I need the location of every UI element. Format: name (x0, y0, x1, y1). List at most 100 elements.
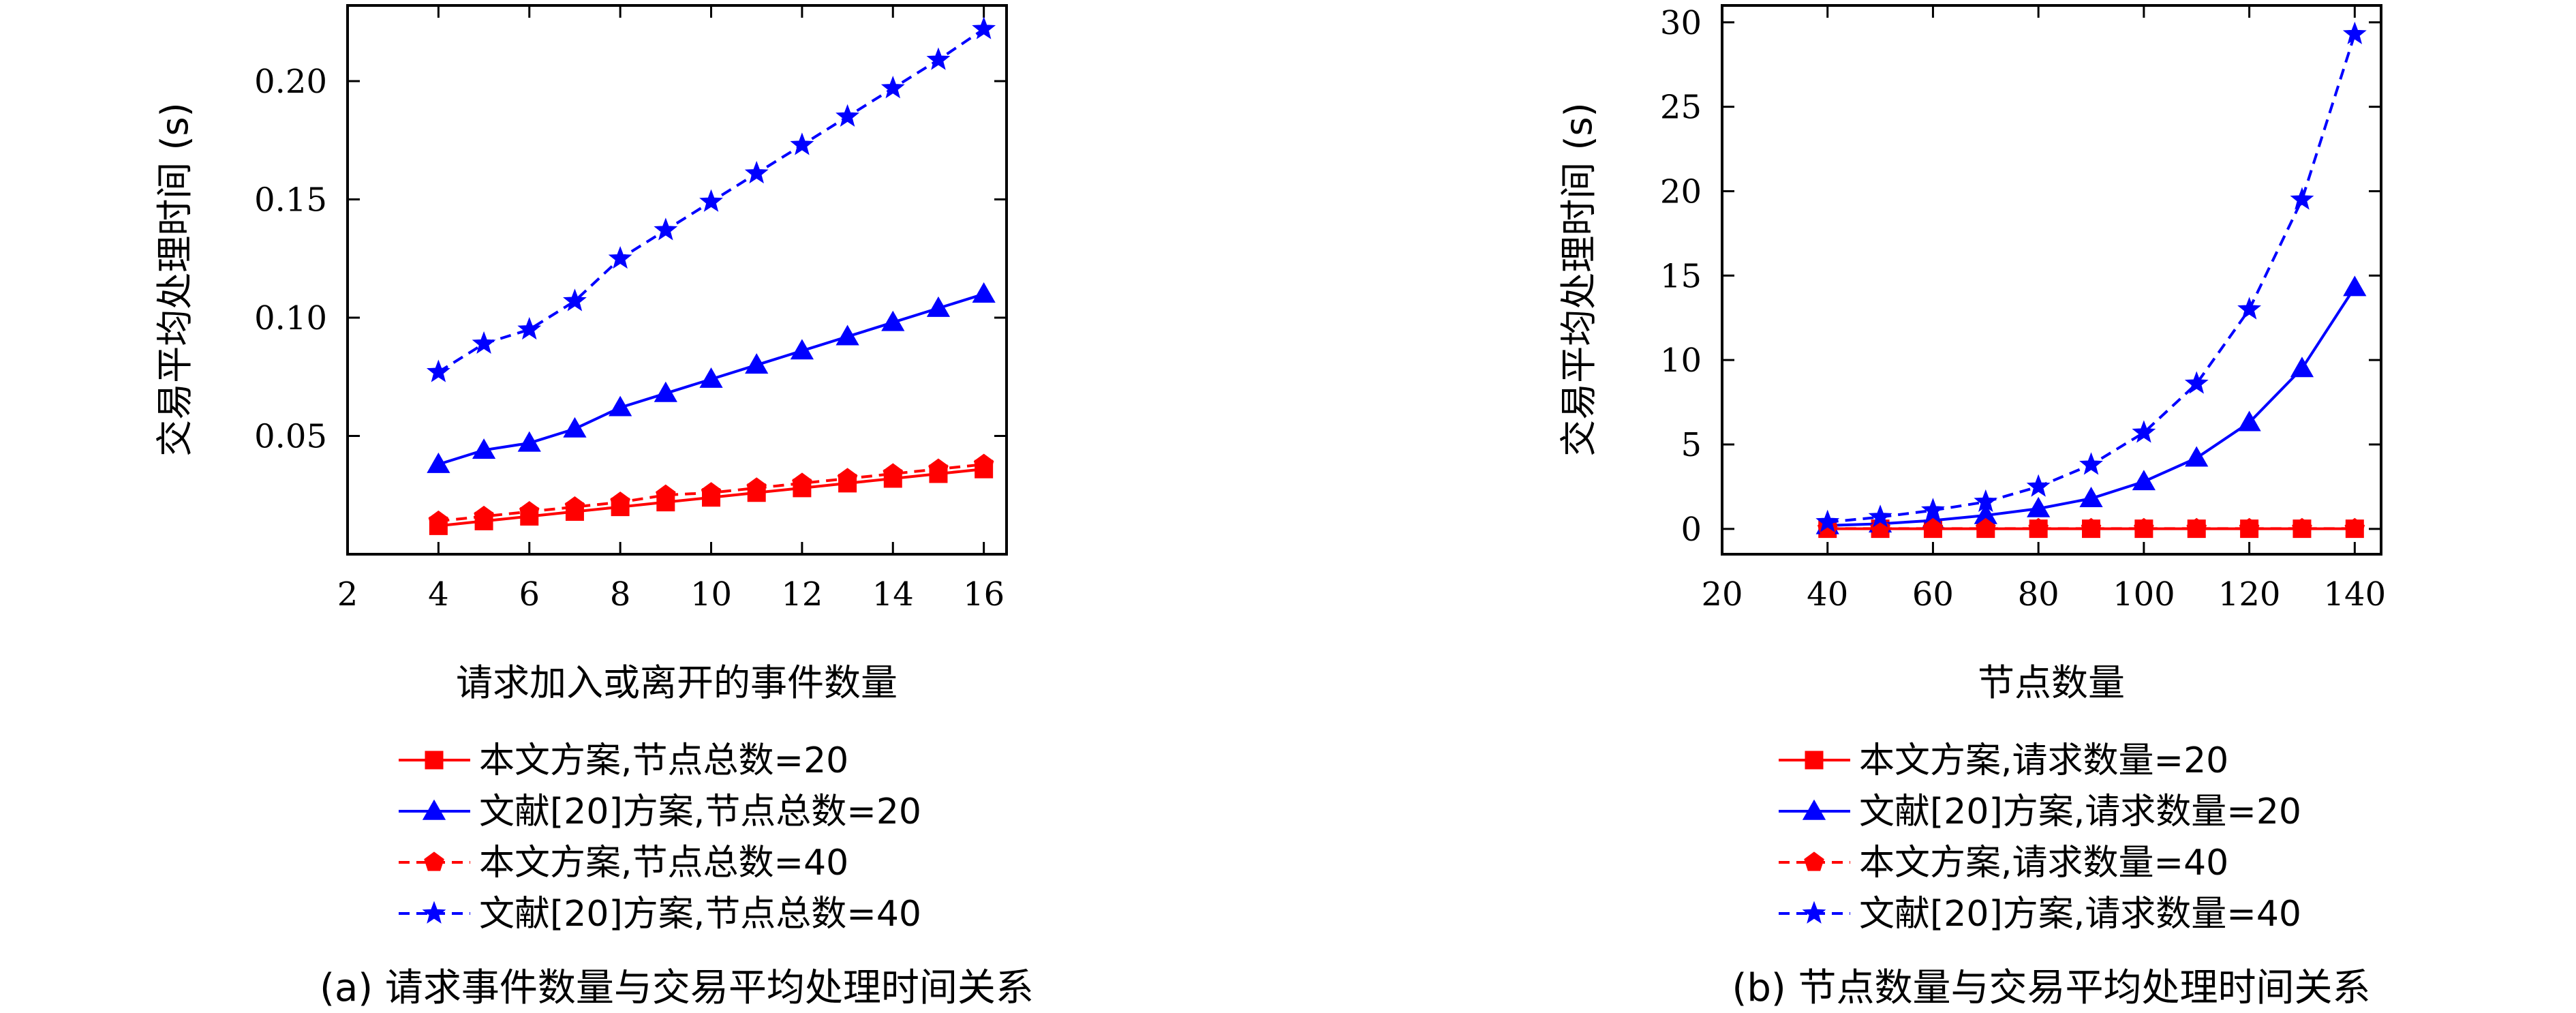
data-point (517, 431, 541, 452)
x-tick-label: 6 (519, 575, 540, 614)
data-point (426, 359, 450, 382)
data-point (2237, 410, 2261, 432)
data-point (563, 288, 587, 312)
y-axis-label: 交易平均处理时间 (s) (153, 102, 196, 456)
legend-marker (1802, 901, 1826, 924)
legend-marker (1802, 799, 1826, 820)
legend-label: 文献[20]方案,请求数量=40 (1859, 894, 2301, 935)
legend: 本文方案,请求数量=20 文献[20]方案,请求数量=20 本文方案,请求数量=40… (1779, 740, 2301, 935)
data-point (517, 317, 542, 340)
data-point (972, 16, 996, 40)
series-pentagon-dashed (1817, 517, 2365, 537)
axis-ticks: 20 40 60 80 100 120 140 0 5 10 15 20 25 30 (1660, 4, 2386, 614)
data-point (610, 492, 630, 511)
data-point (2344, 517, 2365, 537)
data-point (835, 324, 859, 346)
data-point (1868, 504, 1892, 528)
series-pentagon-dashed (428, 453, 994, 530)
legend-label: 文献[20]方案,节点总数=40 (479, 894, 921, 935)
data-point (656, 484, 676, 504)
data-point (2186, 517, 2207, 537)
legend-label: 文献[20]方案,请求数量=20 (1859, 791, 2301, 832)
legend-marker (422, 799, 446, 820)
legend-entry: 本文方案,请求数量=40 (1779, 843, 2228, 883)
data-point (972, 282, 996, 303)
legend-entry: 文献[20]方案,节点总数=20 (399, 791, 921, 832)
x-tick-label: 40 (1807, 575, 1848, 614)
y-tick-label: 0.05 (254, 418, 327, 456)
x-tick-label: 2 (337, 575, 358, 614)
data-point (2292, 517, 2312, 537)
series-star-dashed (1815, 21, 2367, 532)
legend-label: 本文方案,节点总数=40 (479, 843, 848, 883)
data-point (472, 438, 496, 459)
data-point (2343, 275, 2367, 297)
y-tick-label: 15 (1660, 257, 1702, 295)
axis-ticks: 2 4 6 8 10 12 14 16 0.05 0.10 0.15 0.20 (254, 5, 1007, 614)
caption-b: (b) 节点数量与交易平均处理时间关系 (1732, 966, 2370, 1010)
x-axis-label: 节点数量 (1978, 661, 2125, 704)
x-tick-label: 16 (963, 575, 1005, 614)
data-point (699, 367, 723, 388)
data-point (2079, 452, 2103, 475)
x-tick-label: 80 (2018, 575, 2059, 614)
data-point (563, 417, 587, 438)
legend-label: 文献[20]方案,节点总数=20 (479, 791, 921, 832)
data-point (973, 453, 994, 473)
data-point (519, 500, 540, 521)
data-point (746, 477, 767, 497)
x-tick-label: 100 (2113, 575, 2175, 614)
data-point (2290, 187, 2314, 210)
x-tick-label: 20 (1701, 575, 1743, 614)
data-point (790, 339, 814, 360)
data-point (654, 217, 678, 241)
legend-marker (1805, 751, 1824, 770)
data-point (744, 161, 769, 184)
y-tick-label: 5 (1681, 426, 1702, 464)
data-point (2342, 21, 2367, 44)
y-tick-label: 10 (1660, 342, 1702, 380)
legend-marker (422, 901, 446, 924)
x-tick-label: 8 (610, 575, 631, 614)
data-point (2028, 517, 2049, 537)
data-point (1815, 509, 1840, 532)
y-tick-label: 0.15 (254, 181, 327, 220)
chart-panel-b: 20 40 60 80 100 120 140 0 5 10 15 20 25 30 节点数量 交易平均处… (1557, 4, 2386, 1010)
data-point (608, 245, 632, 269)
legend-entry: 文献[20]方案,请求数量=40 (1779, 894, 2301, 935)
data-point (474, 505, 494, 526)
data-point (2239, 517, 2260, 537)
legend-entry: 本文方案,节点总数=20 (399, 740, 848, 781)
series-group (1815, 21, 2367, 539)
data-point (564, 496, 585, 516)
x-axis-label: 请求加入或离开的事件数量 (456, 661, 898, 704)
series-triangle-solid (427, 282, 996, 473)
data-point (2132, 470, 2156, 491)
y-axis-label: 交易平均处理时间 (s) (1557, 102, 1600, 456)
data-point (2237, 297, 2262, 320)
data-point (1975, 517, 1996, 537)
data-point (837, 468, 858, 487)
x-tick-label: 10 (690, 575, 732, 614)
data-point (472, 331, 496, 354)
y-tick-label: 0 (1681, 511, 1702, 549)
data-point (1921, 498, 1945, 521)
x-tick-label: 60 (1912, 575, 1954, 614)
data-point (2290, 357, 2314, 378)
y-tick-label: 20 (1660, 172, 1702, 211)
legend-marker (1804, 851, 1824, 871)
data-point (654, 381, 677, 402)
chart-panel-a: 2 4 6 8 10 12 14 16 0.05 0.10 0.15 0.20 请求加入或离开的事件数… (153, 4, 1034, 1010)
data-point (701, 482, 722, 502)
data-point (2132, 420, 2156, 443)
data-point (745, 353, 769, 374)
legend-entry: 文献[20]方案,请求数量=20 (1779, 791, 2301, 832)
y-tick-label: 30 (1660, 4, 1702, 42)
data-point (427, 452, 450, 473)
legend-label: 本文方案,请求数量=20 (1859, 740, 2228, 781)
series-group (426, 16, 996, 535)
legend-entry: 本文方案,节点总数=40 (399, 843, 848, 883)
data-point (699, 189, 723, 212)
x-tick-label: 14 (872, 575, 914, 614)
